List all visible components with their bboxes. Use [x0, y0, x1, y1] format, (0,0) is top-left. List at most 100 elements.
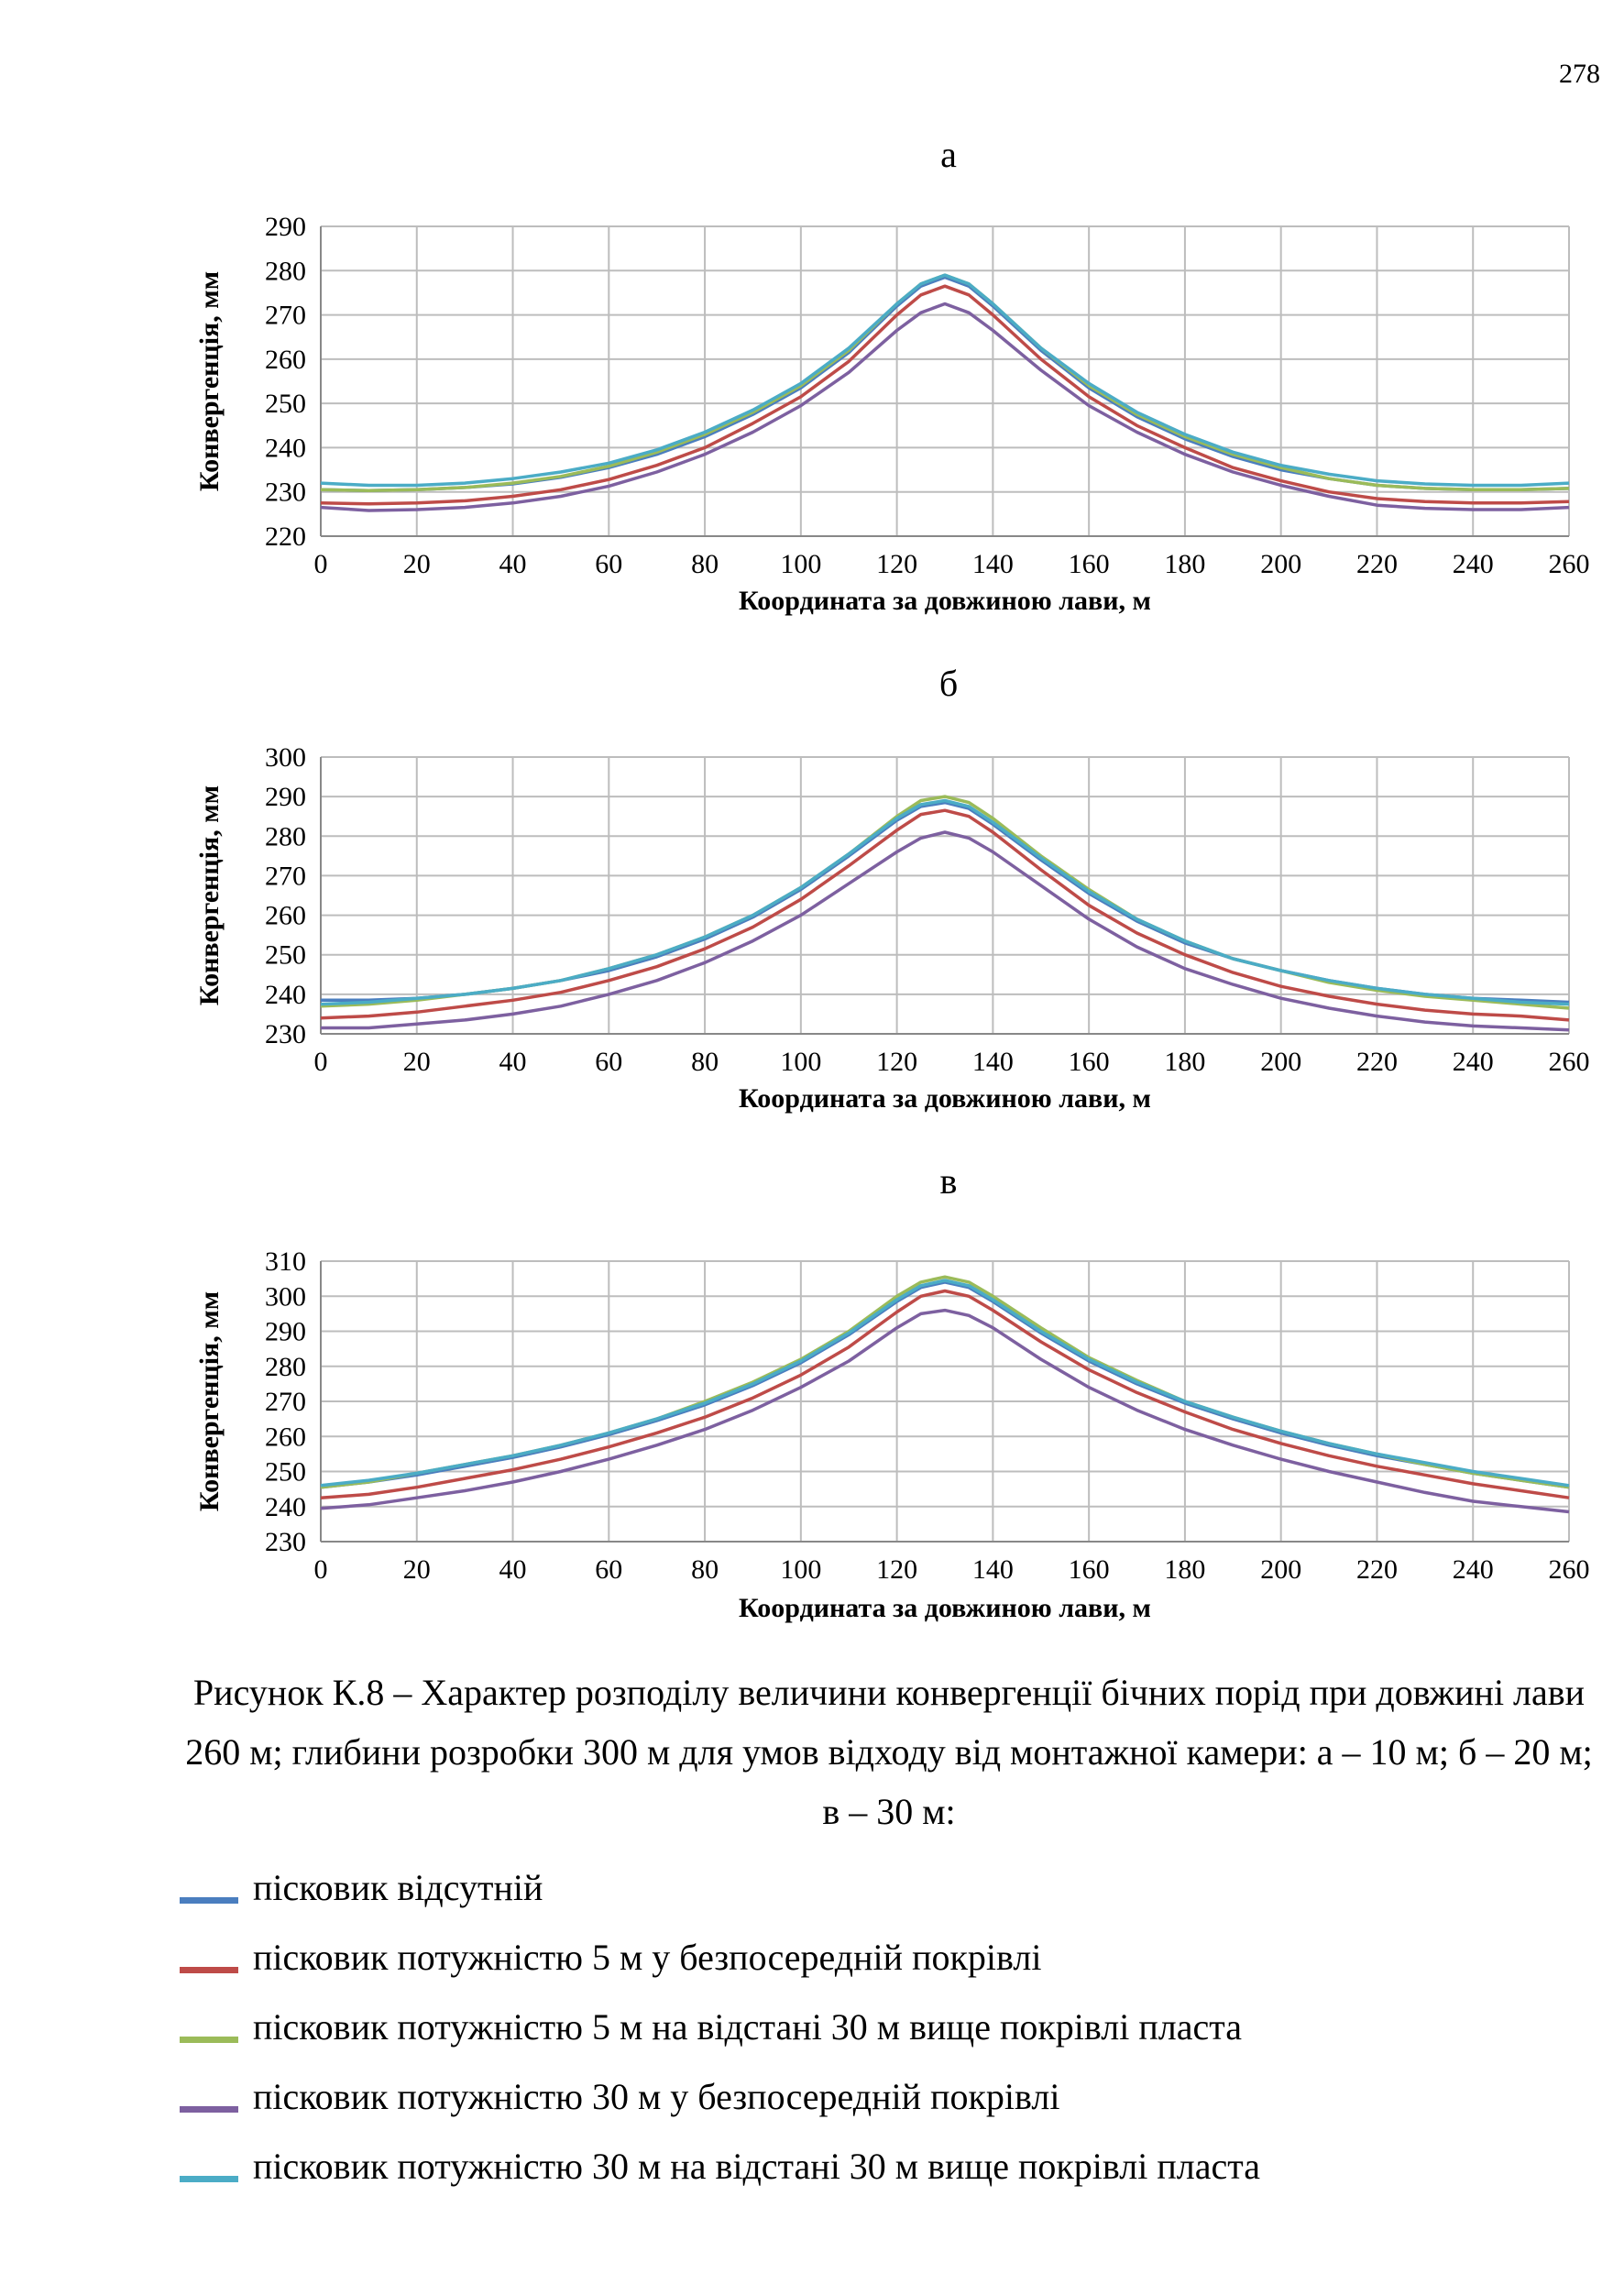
y-tick-label: 220 [265, 522, 306, 552]
y-tick-label: 310 [265, 1246, 306, 1277]
y-tick-label: 240 [265, 1492, 306, 1522]
y-tick-label: 280 [265, 821, 306, 851]
y-tick-label: 250 [265, 1457, 306, 1488]
series-line-5 [320, 798, 1570, 1006]
series-line-1 [320, 275, 1570, 493]
y-tick-label: 280 [265, 256, 306, 286]
panel-letter-v: в [939, 1160, 958, 1202]
series-line-4 [320, 1308, 1570, 1514]
legend-label: пісковик потужністю 5 м на відстані 30 м… [253, 2006, 1242, 2048]
panel-letter-b: б [938, 663, 959, 704]
x-tick-label: 100 [780, 1047, 821, 1077]
x-tick-label: 200 [1260, 1554, 1301, 1585]
legend-label: пісковик потужністю 30 м у безпосередній… [253, 2076, 1060, 2117]
y-tick-label: 250 [265, 389, 306, 419]
x-tick-label: 80 [691, 549, 719, 579]
series-line-4 [320, 302, 1570, 512]
x-tick-label: 160 [1069, 1047, 1110, 1077]
y-tick-label: 260 [265, 345, 306, 375]
panel-letter-a: а [940, 134, 957, 175]
series-line-5 [320, 1279, 1570, 1488]
y-tick-label: 300 [265, 742, 306, 773]
x-tick-label: 40 [499, 1554, 527, 1585]
series-line-4 [321, 830, 1570, 1032]
x-tick-label: 180 [1164, 549, 1205, 579]
y-tick-label: 290 [265, 782, 306, 812]
series-line-1 [320, 1280, 1570, 1489]
y-tick-label: 300 [265, 1281, 306, 1312]
x-tick-label: 180 [1164, 1554, 1205, 1585]
x-tick-label: 120 [876, 1047, 917, 1077]
y-tick-label: 240 [265, 980, 306, 1010]
x-tick-label: 80 [691, 1554, 719, 1585]
x-tick-label: 100 [780, 1554, 821, 1585]
y-tick-label: 230 [265, 1527, 306, 1557]
legend-swatch [180, 1897, 238, 1904]
legend-swatch [180, 1967, 238, 1973]
y-tick-label: 290 [265, 1317, 306, 1347]
legend-swatch [180, 2037, 238, 2043]
y-tick-label: 230 [265, 478, 306, 508]
y-tick-label: 250 [265, 940, 306, 971]
x-tick-label: 120 [876, 549, 917, 579]
x-tick-label: 60 [595, 1047, 622, 1077]
x-tick-label: 140 [972, 549, 1014, 579]
y-tick-label: 270 [265, 1387, 306, 1417]
chart-panel-a: 0 20 40 60 80 100 120 140 160 180 200 220 240 260 220 2… [194, 212, 1590, 616]
y-tick-label: 240 [265, 433, 306, 463]
legend-label: пісковик потужністю 30 м на відстані 30 … [253, 2146, 1260, 2187]
x-tick-label: 200 [1260, 1047, 1301, 1077]
x-tick-label: 100 [780, 549, 821, 579]
x-tick-label: 20 [403, 1047, 431, 1077]
y-tick-label: 290 [265, 212, 306, 242]
x-tick-label: 0 [314, 1047, 328, 1077]
x-tick-label: 160 [1069, 549, 1110, 579]
x-tick-label: 260 [1549, 1554, 1590, 1585]
x-tick-label: 220 [1356, 1047, 1398, 1077]
series-line-3 [320, 273, 1570, 493]
y-axis-title: Конвергенція, мм [194, 785, 225, 1005]
x-tick-label: 0 [314, 549, 328, 579]
x-tick-label: 40 [499, 549, 527, 579]
x-tick-label: 200 [1260, 549, 1301, 579]
x-tick-label: 180 [1164, 1047, 1205, 1077]
legend-swatch [180, 2176, 238, 2182]
x-tick-label: 240 [1453, 549, 1494, 579]
x-tick-label: 120 [876, 1554, 917, 1585]
y-axis-title: Конвергенція, мм [194, 1291, 225, 1511]
x-tick-label: 240 [1453, 1554, 1494, 1585]
x-tick-label: 40 [499, 1047, 527, 1077]
y-tick-label: 260 [265, 901, 306, 931]
y-tick-label: 230 [265, 1019, 306, 1049]
legend-label: пісковик потужністю 5 м у безпосередній … [253, 1937, 1042, 1978]
chart-panel-b: 0 20 40 60 80 100 120 140 160 180 200 220 240 260 230 2… [194, 742, 1590, 1114]
legend-label: пісковик відсутній [253, 1867, 543, 1908]
x-tick-label: 20 [403, 1554, 431, 1585]
y-axis-title: Конвергенція, мм [194, 271, 225, 491]
x-axis-title: Координата за довжиною лави, м [739, 1593, 1151, 1623]
x-tick-label: 160 [1069, 1554, 1110, 1585]
series-line-3 [320, 795, 1570, 1010]
y-tick-label: 280 [265, 1352, 306, 1382]
legend-swatch [180, 2106, 238, 2113]
x-tick-label: 60 [595, 1554, 622, 1585]
x-axis-title: Координата за довжиною лави, м [739, 1083, 1151, 1114]
x-tick-label: 140 [972, 1554, 1014, 1585]
x-axis-title: Координата за довжиною лави, м [739, 586, 1151, 616]
series-line-2 [320, 808, 1570, 1022]
x-tick-label: 20 [403, 549, 431, 579]
y-tick-label: 270 [265, 861, 306, 891]
x-tick-label: 140 [972, 1047, 1014, 1077]
x-tick-label: 60 [595, 549, 622, 579]
y-tick-label: 270 [265, 301, 306, 331]
x-tick-label: 0 [314, 1554, 328, 1585]
series-line-2 [320, 1289, 1570, 1499]
series-line-2 [320, 284, 1570, 506]
x-tick-label: 80 [691, 1047, 719, 1077]
x-tick-label: 220 [1356, 549, 1398, 579]
figure-caption: Рисунок К.8 – Характер розподілу величин… [185, 1672, 1593, 1832]
x-tick-label: 220 [1356, 1554, 1398, 1585]
page-number: 278 [1559, 59, 1600, 89]
x-tick-label: 260 [1549, 549, 1590, 579]
x-tick-label: 240 [1453, 1047, 1494, 1077]
